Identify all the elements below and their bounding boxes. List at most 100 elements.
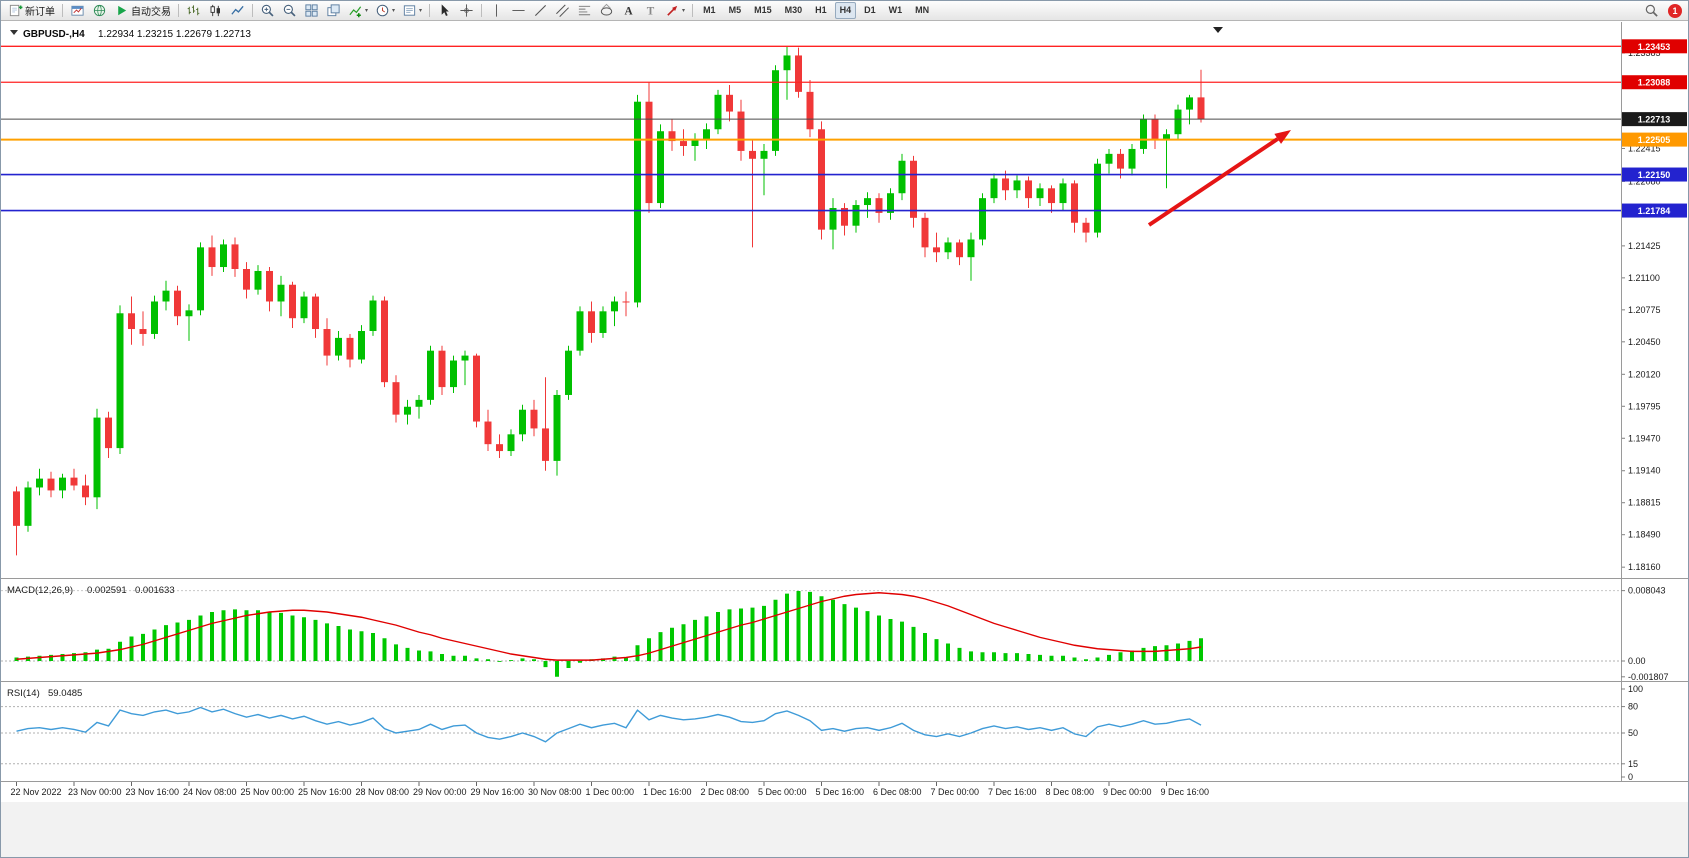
- candle-body: [323, 329, 331, 356]
- candle-body: [795, 55, 802, 92]
- line-chart-button[interactable]: [227, 1, 248, 20]
- indicators-button[interactable]: ▾: [345, 1, 371, 20]
- candle-body: [519, 409, 526, 435]
- timeframe-h4-button[interactable]: H4: [834, 2, 857, 19]
- macd-value-main: 0.002591: [87, 585, 127, 596]
- candle-body: [979, 198, 986, 240]
- price-level-label: 1.21784: [1638, 206, 1671, 216]
- price-level-label: 1.23088: [1638, 78, 1671, 88]
- crosshair-button[interactable]: [456, 1, 477, 20]
- candle-body: [599, 311, 607, 333]
- time-axis-label: 6 Dec 08:00: [873, 787, 922, 797]
- time-axis-label: 9 Dec 00:00: [1103, 787, 1152, 797]
- timeframe-d1-button[interactable]: D1: [864, 5, 876, 15]
- text-label-button[interactable]: [640, 1, 661, 20]
- market-overview-button[interactable]: [89, 1, 110, 20]
- trend-arrow-head[interactable]: [1274, 130, 1291, 144]
- toolbar-separator: [692, 4, 694, 17]
- new-order-label: 新订单: [25, 7, 55, 18]
- macd-axis-label: -0.001807: [1628, 672, 1669, 682]
- doc-icon: [8, 3, 23, 18]
- candle-body: [737, 111, 745, 151]
- zoom-in-button[interactable]: [257, 1, 278, 20]
- candle-body: [1105, 153, 1113, 164]
- toolbar-separator: [62, 4, 63, 17]
- candle-body: [680, 141, 687, 146]
- time-axis-label: 24 Nov 08:00: [183, 787, 237, 797]
- candle-body: [576, 311, 584, 351]
- time-axis-label: 8 Dec 08:00: [1046, 787, 1095, 797]
- candle-body: [24, 487, 32, 526]
- globe-icon: [92, 3, 107, 18]
- price-level-box: [1621, 75, 1687, 90]
- time-axis-label: 23 Nov 16:00: [126, 787, 180, 797]
- candle-body: [151, 301, 158, 334]
- toolbar-separator: [178, 4, 179, 17]
- toolbar-separator: [252, 4, 253, 17]
- cursor-button[interactable]: [434, 1, 455, 20]
- horizontal-line-button[interactable]: [508, 1, 529, 20]
- candle-body: [806, 91, 814, 130]
- candle-body: [588, 311, 595, 333]
- tile-windows-button[interactable]: [301, 1, 322, 20]
- clock-icon: [375, 3, 390, 18]
- vline-icon: [489, 3, 504, 18]
- toolbar-separator: [429, 4, 431, 17]
- candle-body: [312, 296, 319, 330]
- dropdown-caret-icon: ▾: [392, 7, 396, 14]
- timeframe-m1-button[interactable]: M1: [703, 5, 716, 15]
- timeframe-m30-button[interactable]: M30: [784, 5, 803, 15]
- price-axis-label: 1.21100: [1628, 273, 1660, 283]
- textA-icon: [621, 3, 636, 18]
- price-level-box: [1621, 112, 1687, 127]
- candle-body: [530, 409, 538, 429]
- timeframe-m5-button[interactable]: M5: [728, 5, 742, 15]
- candlestick-chart-button[interactable]: [205, 1, 226, 20]
- new-order-button[interactable]: 新订单: [5, 1, 58, 20]
- timeframe-m15-button[interactable]: M15: [754, 5, 772, 15]
- notification-badge[interactable]: 1: [1668, 3, 1682, 18]
- candle-body: [1013, 180, 1021, 191]
- arrow-objects-button[interactable]: ▾: [662, 1, 688, 20]
- autotrading-label: 自动交易: [131, 7, 171, 18]
- linechart-icon: [230, 3, 245, 18]
- vertical-line-button[interactable]: [486, 1, 507, 20]
- candle-body: [461, 355, 469, 361]
- collapse-triangle-icon[interactable]: [10, 30, 18, 35]
- candle-body: [93, 417, 101, 498]
- timeframe-w1-button[interactable]: W1: [888, 5, 903, 15]
- bar-chart-button[interactable]: [183, 1, 204, 20]
- text-button[interactable]: [618, 1, 639, 20]
- fibonacci-retracement-button[interactable]: [574, 1, 595, 20]
- candle-body: [1048, 188, 1055, 204]
- trend-arrow[interactable]: [1147, 137, 1279, 227]
- candle-body: [829, 207, 837, 230]
- timeframe-h1-button[interactable]: H1: [815, 5, 827, 15]
- candle-body: [496, 444, 503, 452]
- charts-window-button[interactable]: [67, 1, 88, 20]
- zoom-out-button[interactable]: [279, 1, 300, 20]
- rsi-line: [16, 706, 1202, 743]
- periods-button[interactable]: ▾: [372, 1, 398, 20]
- timeframe-mn-button[interactable]: MN: [915, 5, 930, 15]
- price-level-label: 1.22505: [1638, 135, 1671, 145]
- toolbar-buttons: 新订单 自动交易 ▾ ▾ ▾ ▾ M1 M5 M15 M30 H1 H4 D1 W1 MN: [5, 1, 1641, 20]
- chart-shift-marker-icon[interactable]: [1213, 27, 1223, 33]
- equidistant-channel-button[interactable]: [552, 1, 573, 20]
- autotrading-button[interactable]: 自动交易: [111, 1, 174, 20]
- chart-area[interactable]: A T 1.233851.230601.227401.224151.220801…: [1, 21, 1689, 858]
- candle-body: [346, 337, 354, 360]
- trendline-button[interactable]: [530, 1, 551, 20]
- zoomout-icon: [282, 3, 297, 18]
- time-axis-label: 30 Nov 08:00: [528, 787, 582, 797]
- cascade-windows-button[interactable]: [323, 1, 344, 20]
- candle-body: [852, 205, 860, 226]
- candle-body: [404, 406, 411, 415]
- price-axis-label: 1.19795: [1628, 401, 1661, 411]
- candle-body: [208, 247, 216, 268]
- candle-body: [358, 330, 365, 360]
- shapes-button[interactable]: [596, 1, 617, 20]
- templates-button[interactable]: ▾: [399, 1, 425, 20]
- macd-value-signal: 0.001633: [135, 585, 175, 596]
- search-button[interactable]: [1641, 1, 1662, 20]
